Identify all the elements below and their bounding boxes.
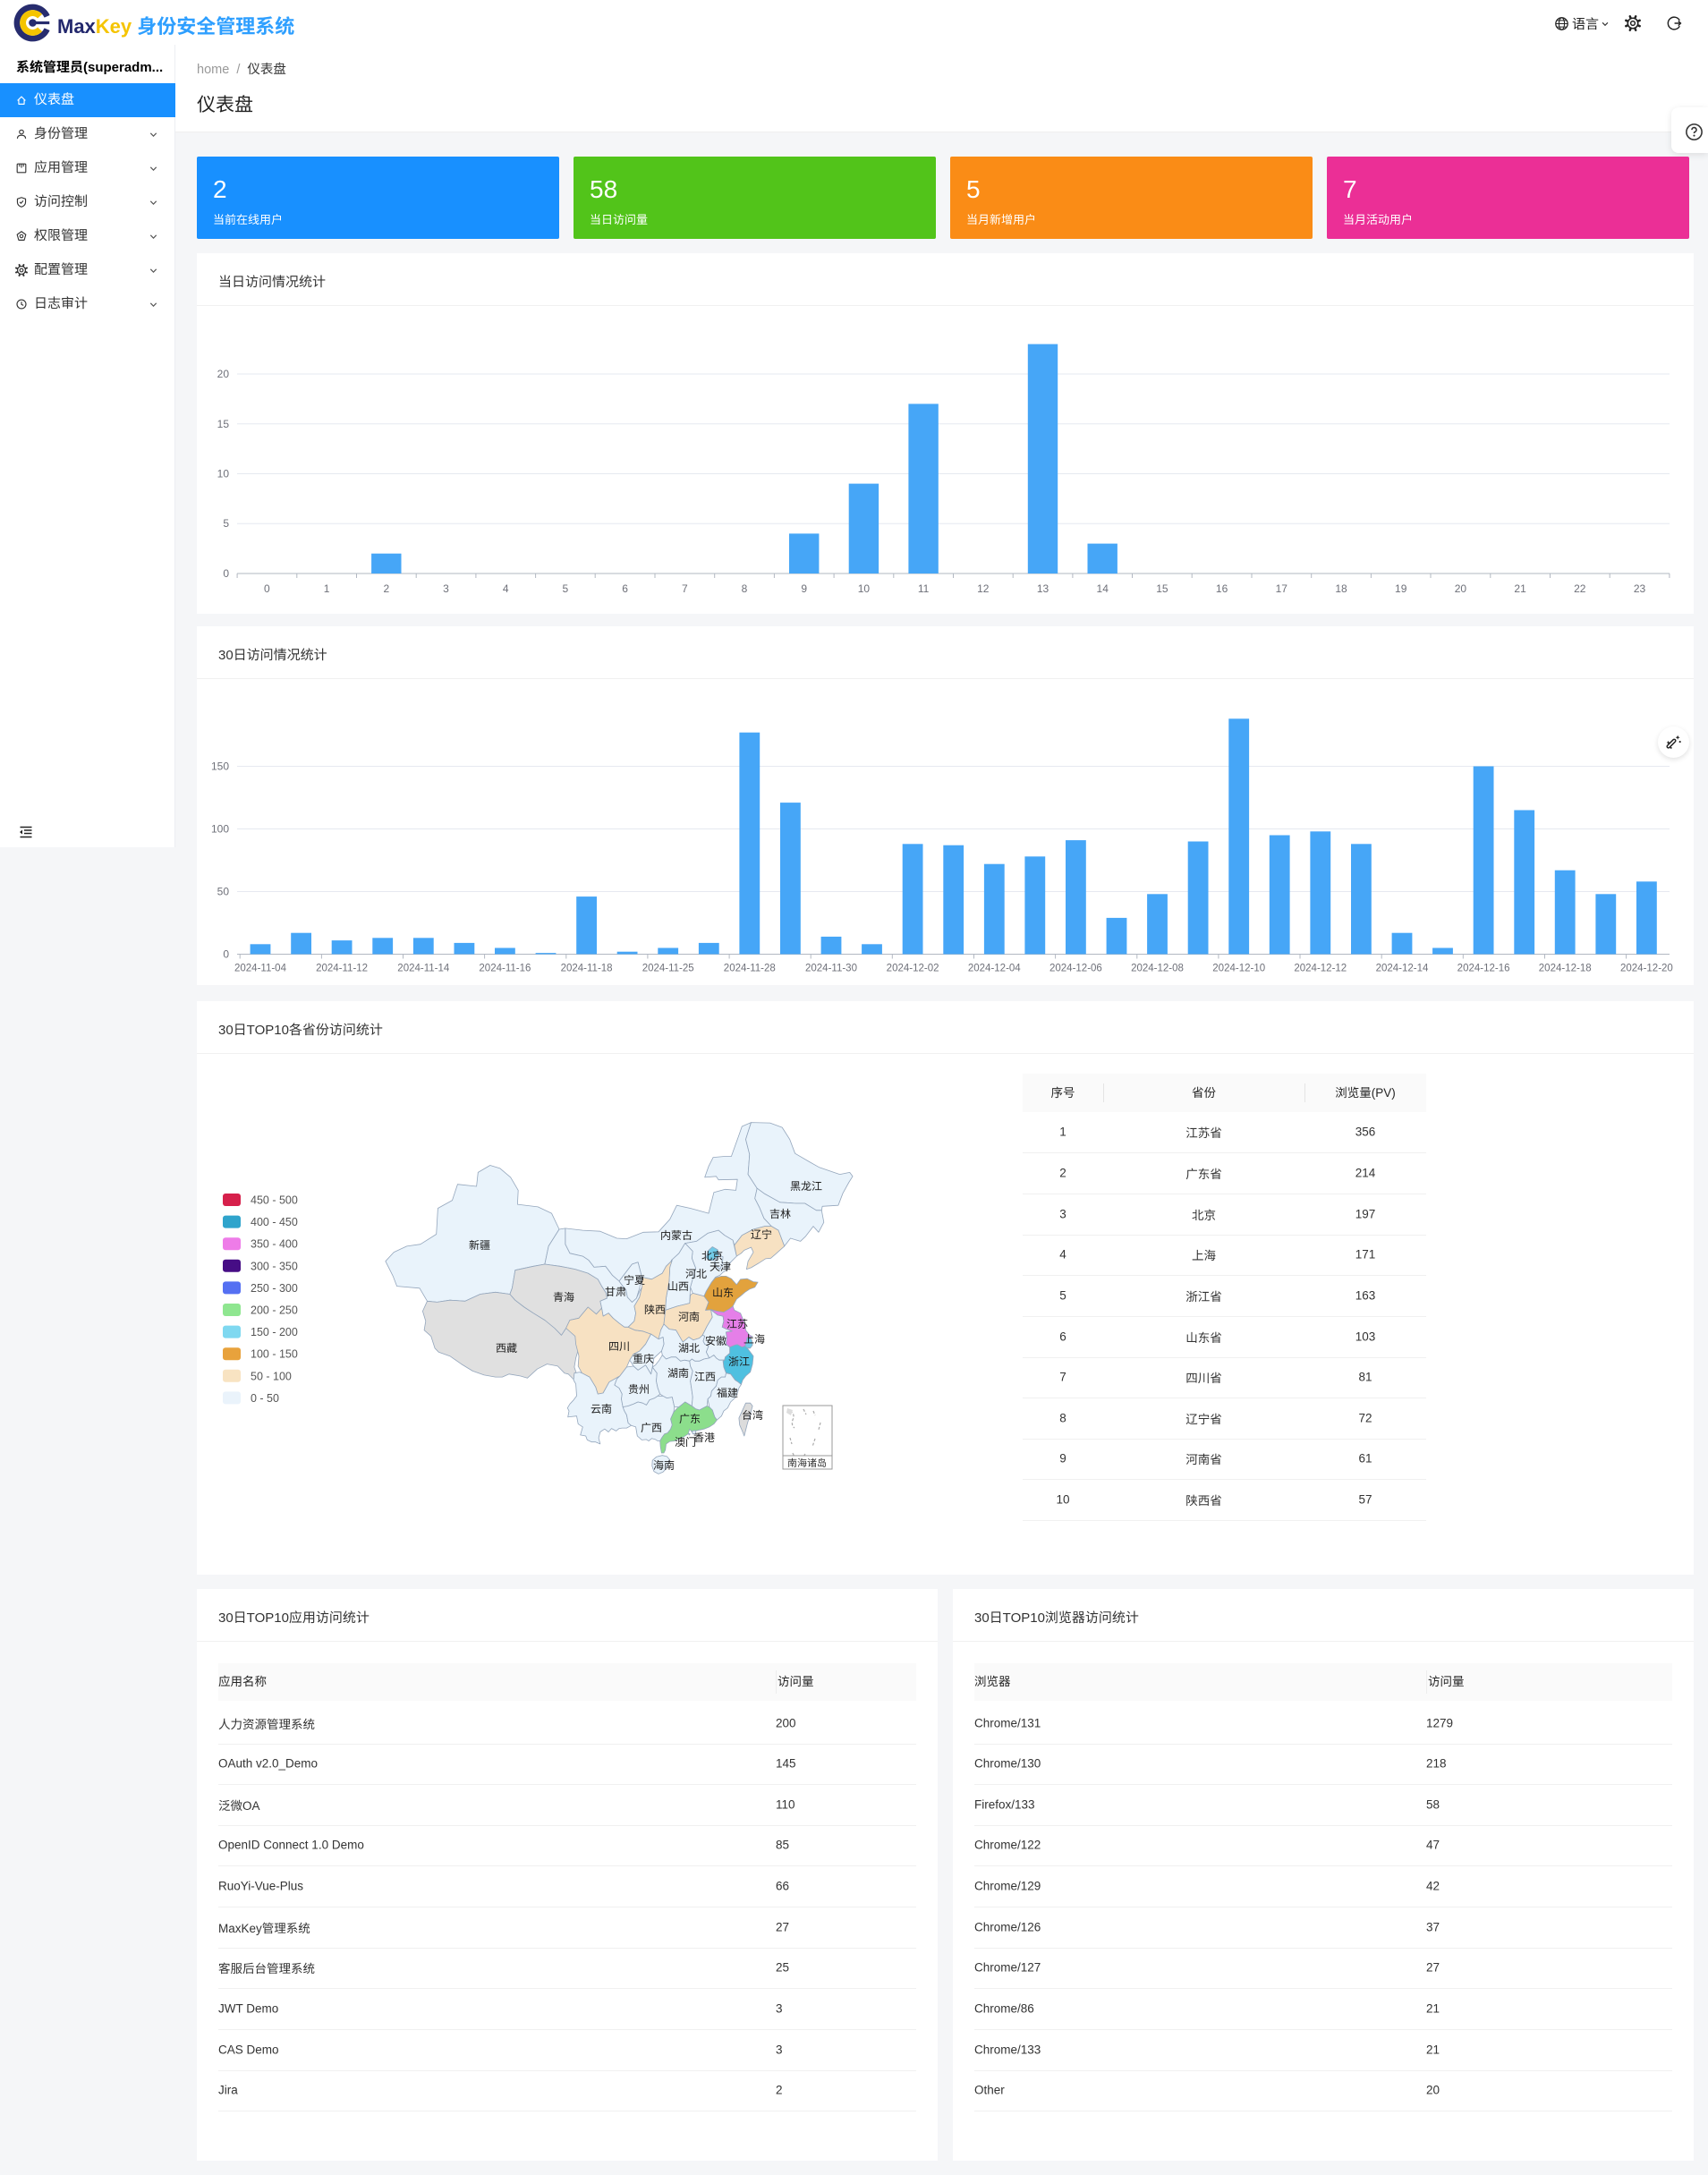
svg-text:450 - 500: 450 - 500 xyxy=(251,1194,298,1207)
svg-text:10: 10 xyxy=(217,468,230,480)
svg-text:2024-11-18: 2024-11-18 xyxy=(561,964,613,974)
svg-text:20: 20 xyxy=(1455,582,1467,595)
svg-text:350 - 400: 350 - 400 xyxy=(251,1238,298,1251)
svg-text:0 - 50: 0 - 50 xyxy=(251,1392,279,1405)
svg-text:0: 0 xyxy=(223,948,229,961)
svg-text:福建: 福建 xyxy=(717,1387,738,1399)
svg-text:19: 19 xyxy=(1395,582,1407,595)
svg-text:50: 50 xyxy=(217,886,230,898)
svg-text:内蒙古: 内蒙古 xyxy=(660,1229,693,1242)
svg-text:7: 7 xyxy=(682,582,688,595)
svg-text:2024-12-20: 2024-12-20 xyxy=(1620,964,1673,974)
svg-text:15: 15 xyxy=(1156,582,1168,595)
svg-text:安徽: 安徽 xyxy=(705,1335,727,1347)
svg-text:西藏: 西藏 xyxy=(496,1342,517,1355)
svg-text:海南: 海南 xyxy=(653,1459,675,1472)
svg-text:山西: 山西 xyxy=(667,1280,689,1293)
svg-text:香港: 香港 xyxy=(693,1432,715,1444)
svg-text:2024-11-16: 2024-11-16 xyxy=(479,964,531,974)
svg-text:18: 18 xyxy=(1335,582,1347,595)
svg-text:150 - 200: 150 - 200 xyxy=(251,1326,298,1338)
svg-text:江苏: 江苏 xyxy=(727,1318,748,1330)
svg-text:2024-12-14: 2024-12-14 xyxy=(1376,964,1429,974)
svg-text:20: 20 xyxy=(217,368,230,380)
svg-text:0: 0 xyxy=(264,582,270,595)
svg-text:50 - 100: 50 - 100 xyxy=(251,1370,292,1382)
svg-text:11: 11 xyxy=(918,582,930,595)
svg-text:2024-12-08: 2024-12-08 xyxy=(1131,964,1184,974)
svg-text:10: 10 xyxy=(858,582,871,595)
svg-text:广西: 广西 xyxy=(641,1422,662,1434)
svg-text:2024-11-28: 2024-11-28 xyxy=(724,964,776,974)
svg-text:5: 5 xyxy=(563,582,569,595)
svg-text:400 - 450: 400 - 450 xyxy=(251,1216,298,1228)
svg-text:辽宁: 辽宁 xyxy=(751,1228,772,1241)
svg-text:湖南: 湖南 xyxy=(667,1367,689,1380)
svg-text:广东: 广东 xyxy=(679,1413,701,1425)
svg-text:15: 15 xyxy=(217,418,230,430)
svg-text:青海: 青海 xyxy=(553,1291,574,1304)
svg-text:天津: 天津 xyxy=(710,1261,731,1273)
svg-text:4: 4 xyxy=(503,582,509,595)
svg-text:2024-11-25: 2024-11-25 xyxy=(642,964,694,974)
svg-text:0: 0 xyxy=(223,567,229,580)
svg-text:23: 23 xyxy=(1634,582,1646,595)
svg-text:贵州: 贵州 xyxy=(628,1383,650,1396)
svg-text:黑龙江: 黑龙江 xyxy=(790,1180,822,1193)
svg-text:2024-12-02: 2024-12-02 xyxy=(887,964,939,974)
svg-text:13: 13 xyxy=(1037,582,1049,595)
svg-text:2024-11-04: 2024-11-04 xyxy=(234,964,287,974)
svg-text:2024-11-14: 2024-11-14 xyxy=(397,964,450,974)
svg-text:2024-11-12: 2024-11-12 xyxy=(316,964,368,974)
svg-text:100 - 150: 100 - 150 xyxy=(251,1348,298,1361)
svg-text:2024-12-04: 2024-12-04 xyxy=(968,964,1021,974)
svg-text:300 - 350: 300 - 350 xyxy=(251,1260,298,1272)
svg-text:22: 22 xyxy=(1574,582,1586,595)
svg-text:四川: 四川 xyxy=(608,1340,630,1353)
svg-text:2024-12-16: 2024-12-16 xyxy=(1457,964,1510,974)
svg-text:山东: 山东 xyxy=(712,1287,734,1299)
svg-text:北京: 北京 xyxy=(701,1250,723,1262)
svg-text:2024-12-10: 2024-12-10 xyxy=(1212,964,1265,974)
svg-text:2: 2 xyxy=(383,582,389,595)
svg-text:1: 1 xyxy=(324,582,330,595)
svg-text:2024-12-06: 2024-12-06 xyxy=(1049,964,1102,974)
svg-text:250 - 300: 250 - 300 xyxy=(251,1282,298,1295)
svg-text:河南: 河南 xyxy=(678,1311,700,1323)
svg-text:新疆: 新疆 xyxy=(469,1239,490,1252)
svg-text:6: 6 xyxy=(622,582,628,595)
svg-text:12: 12 xyxy=(977,582,990,595)
svg-text:河北: 河北 xyxy=(685,1268,707,1280)
svg-text:3: 3 xyxy=(443,582,449,595)
svg-text:21: 21 xyxy=(1514,582,1526,595)
svg-text:云南: 云南 xyxy=(591,1403,612,1415)
svg-text:2024-12-18: 2024-12-18 xyxy=(1539,964,1592,974)
svg-text:2024-11-30: 2024-11-30 xyxy=(805,964,857,974)
svg-text:江西: 江西 xyxy=(694,1371,716,1383)
svg-text:17: 17 xyxy=(1276,582,1288,595)
svg-text:吉林: 吉林 xyxy=(769,1208,791,1220)
svg-text:甘肃: 甘肃 xyxy=(605,1286,626,1298)
svg-text:重庆: 重庆 xyxy=(633,1353,654,1365)
svg-text:上海: 上海 xyxy=(744,1333,765,1346)
svg-text:14: 14 xyxy=(1097,582,1109,595)
svg-text:9: 9 xyxy=(801,582,807,595)
svg-text:2024-12-12: 2024-12-12 xyxy=(1294,964,1347,974)
svg-text:100: 100 xyxy=(211,823,229,836)
svg-text:台湾: 台湾 xyxy=(742,1409,763,1422)
svg-text:南海诸岛: 南海诸岛 xyxy=(787,1457,827,1469)
svg-text:150: 150 xyxy=(211,760,229,773)
svg-text:5: 5 xyxy=(223,517,229,530)
svg-text:浙江: 浙江 xyxy=(728,1355,750,1368)
svg-text:陕西: 陕西 xyxy=(644,1304,666,1316)
svg-text:澳门: 澳门 xyxy=(675,1436,696,1449)
svg-text:16: 16 xyxy=(1216,582,1228,595)
svg-text:湖北: 湖北 xyxy=(678,1342,700,1355)
svg-text:宁夏: 宁夏 xyxy=(624,1274,645,1287)
svg-text:8: 8 xyxy=(742,582,748,595)
svg-text:200 - 250: 200 - 250 xyxy=(251,1304,298,1317)
